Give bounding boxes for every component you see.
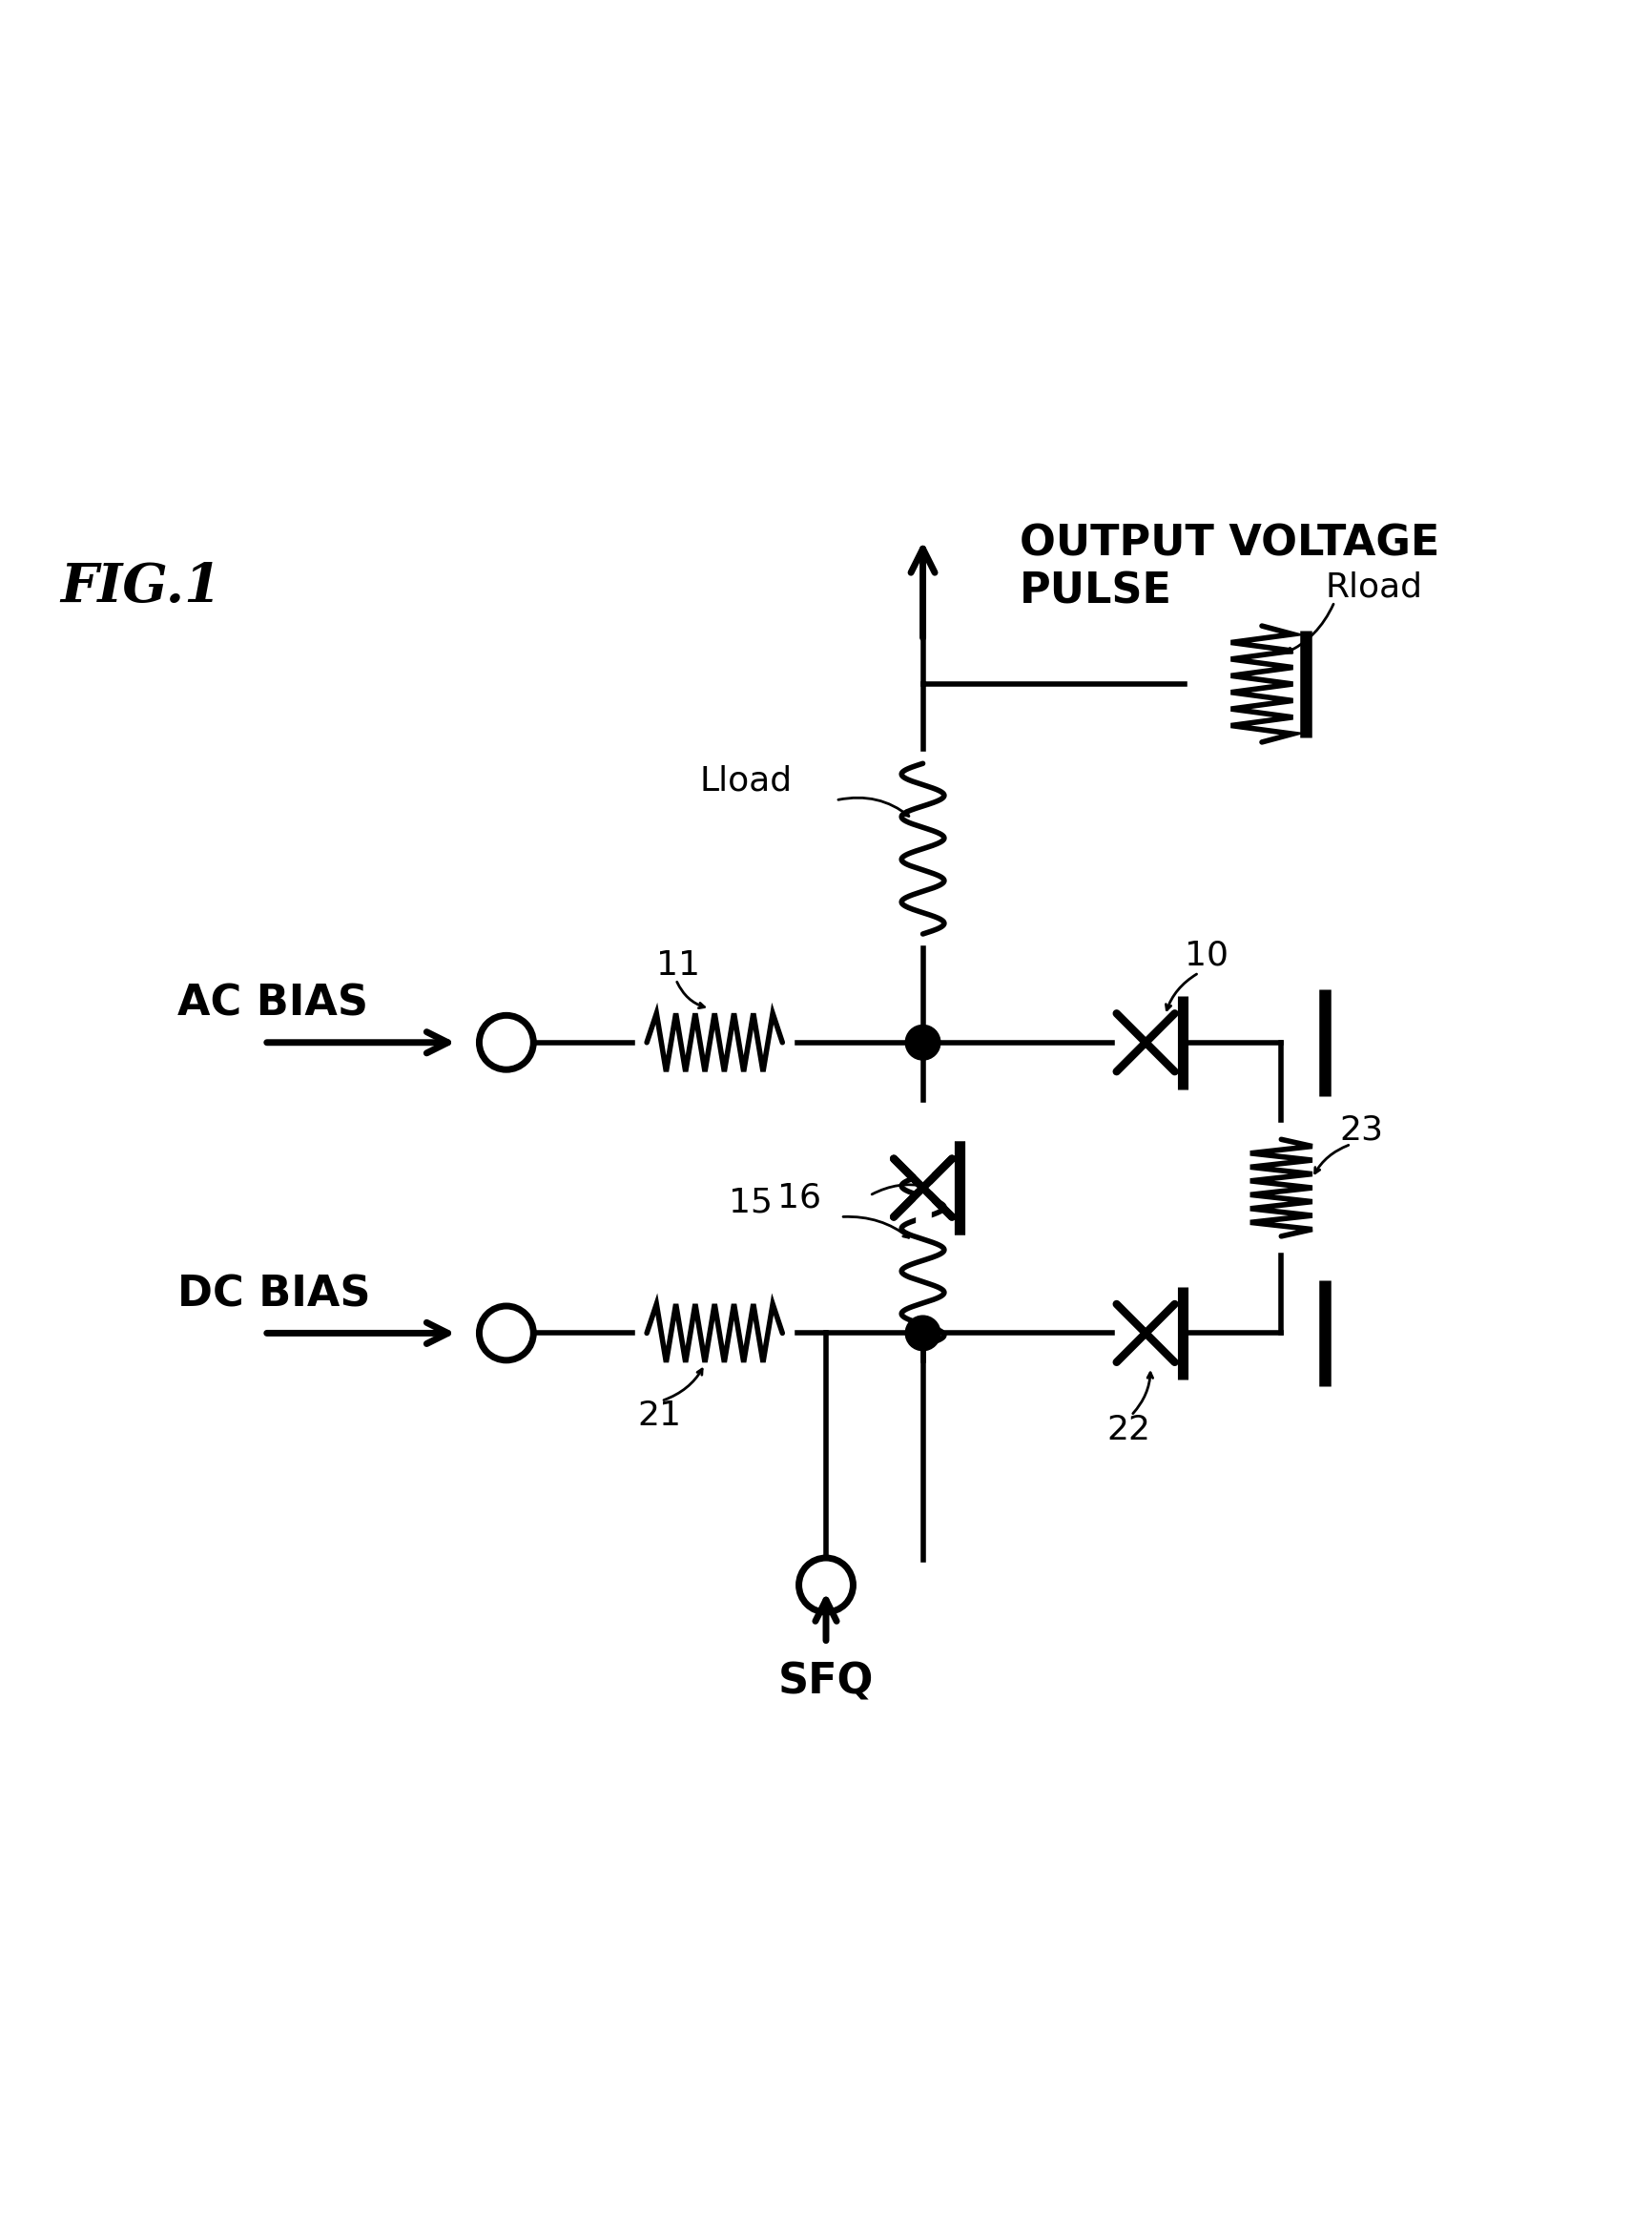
Text: 21: 21 [638,1400,681,1431]
Circle shape [905,1026,940,1060]
Text: DC BIAS: DC BIAS [177,1275,370,1315]
Text: AC BIAS: AC BIAS [177,983,368,1024]
Text: SFQ: SFQ [778,1662,874,1702]
Text: 11: 11 [656,950,700,981]
Circle shape [905,1315,940,1351]
Text: 16: 16 [778,1180,821,1214]
Text: 23: 23 [1340,1113,1383,1147]
Text: Lload: Lload [700,764,793,797]
Text: OUTPUT VOLTAGE
PULSE: OUTPUT VOLTAGE PULSE [1019,524,1441,612]
Text: 10: 10 [1184,939,1229,972]
Text: Rload: Rload [1325,571,1422,603]
Text: 15: 15 [729,1187,773,1219]
Text: FIG.1: FIG.1 [61,560,221,614]
Text: 22: 22 [1107,1413,1151,1447]
